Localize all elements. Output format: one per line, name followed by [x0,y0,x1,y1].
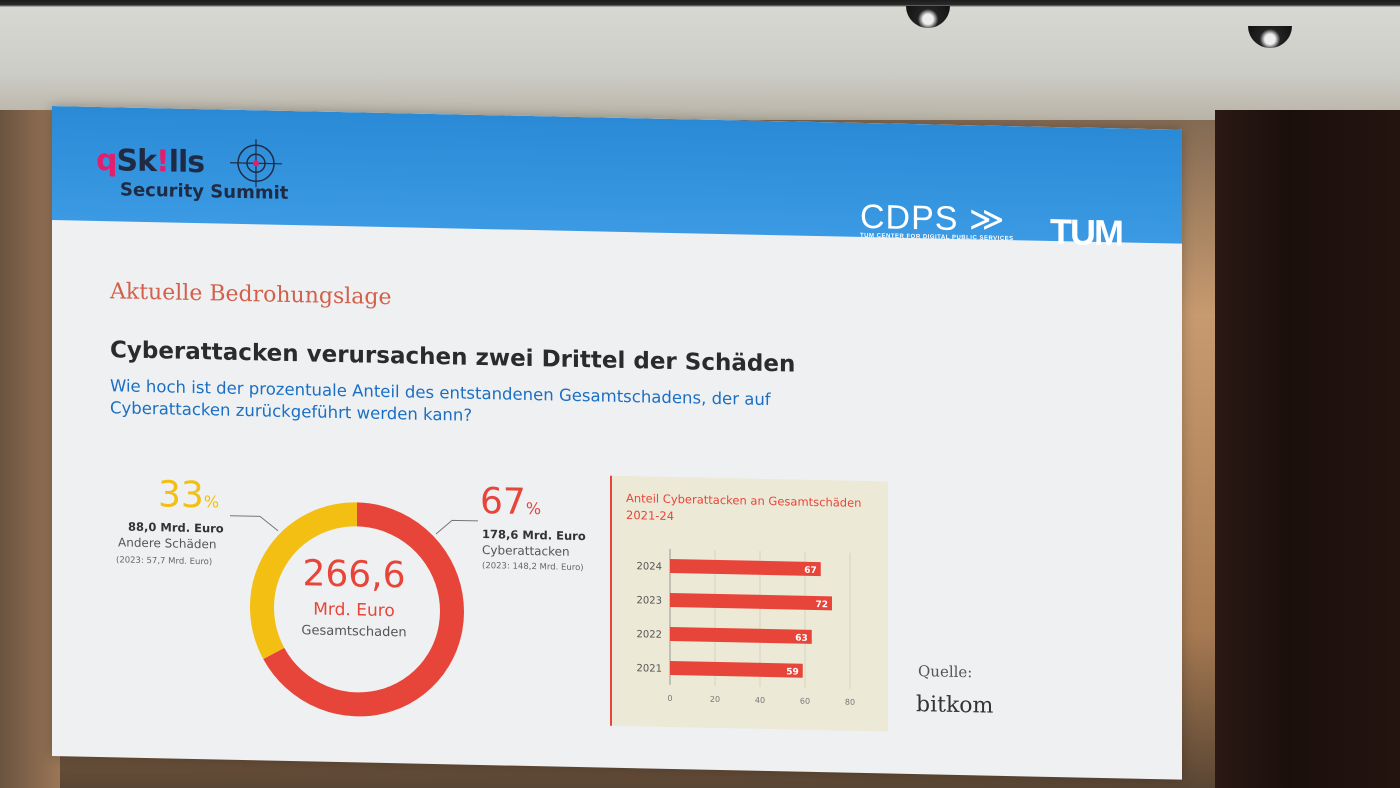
other-damage-leader [230,515,279,532]
ceiling-light [1248,26,1292,48]
presentation-slide: qSk!lls Security Summit CDPS ≫ TUM CENTE… [52,106,1182,780]
x-tick-label: 20 [710,695,720,704]
donut-slice-andere-sch-den [250,502,358,659]
x-tick-label: 60 [800,697,810,706]
bar-data-label: 63 [795,634,808,644]
x-tick-label: 40 [755,696,765,705]
bar [670,558,821,577]
bar-data-label: 67 [804,566,817,576]
stage-curtain [1215,110,1400,788]
ceiling [0,0,1400,120]
bar [670,626,812,644]
y-tick-label: 2021 [637,663,662,675]
source-name: bitkom [916,692,994,719]
bar [670,592,832,611]
bar-chart: 0 20 40 60 80 2024 67 2023 72 2022 63 2021 59 [637,548,855,707]
bar-data-label: 72 [815,600,828,610]
x-tick-label: 80 [845,698,855,707]
bar [670,660,803,678]
x-tick-label: 0 [667,694,672,703]
wall [0,110,60,788]
source-label: Quelle: [918,662,973,682]
donut-slice-cyberattacken [263,502,464,717]
bar-data-label: 59 [786,667,799,677]
cyber-leader [435,519,478,535]
y-tick-label: 2022 [637,629,662,641]
leader-lines [230,515,478,535]
donut-chart [250,502,464,717]
ceiling-light [906,6,950,28]
y-tick-label: 2024 [637,561,662,573]
bar-chart-title: Anteil Cyberattacken an Gesamtschäden 20… [626,491,862,524]
crosshair-icon [230,139,282,188]
y-tick-label: 2023 [637,595,662,607]
